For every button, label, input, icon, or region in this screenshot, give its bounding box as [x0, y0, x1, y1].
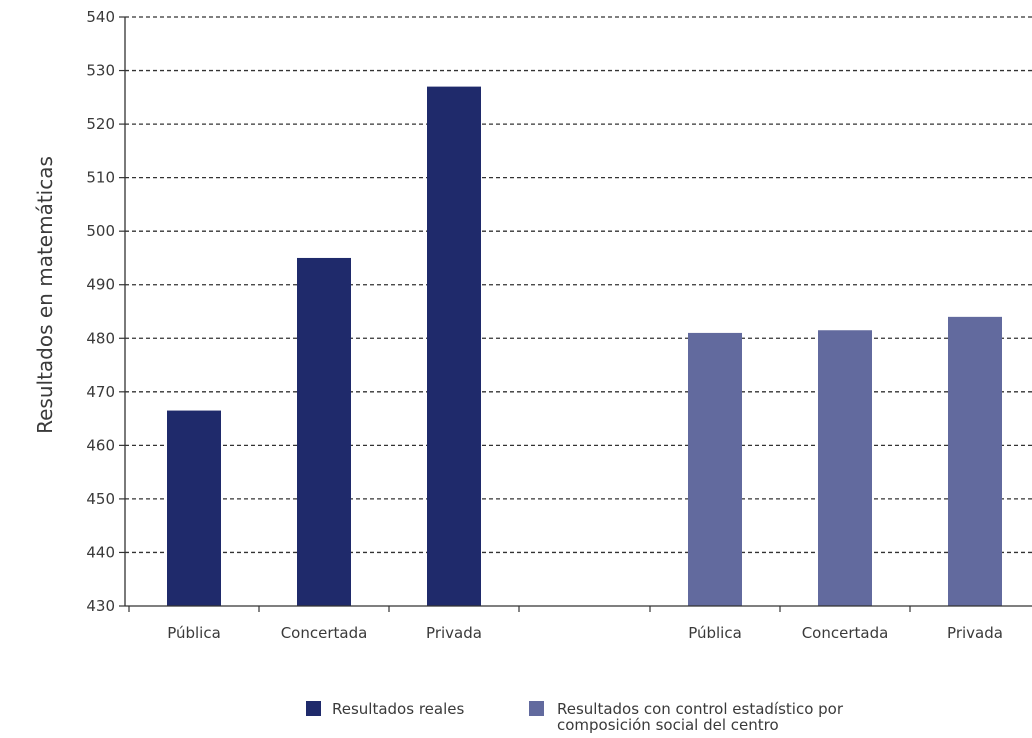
- y-tick-label: 520: [86, 115, 115, 133]
- bar-real-0: [167, 410, 221, 606]
- y-tick-label: 500: [86, 222, 115, 240]
- bar-controlled-0: [688, 332, 742, 606]
- y-tick-label: 460: [86, 436, 115, 454]
- axes: [119, 16, 1032, 612]
- x-category-label: Privada: [426, 624, 482, 642]
- legend-label: composición social del centro: [557, 716, 779, 734]
- y-tick-label: 480: [86, 329, 115, 347]
- y-tick-label: 530: [86, 62, 115, 80]
- bars: [167, 86, 1002, 607]
- y-tick-label: 490: [86, 276, 115, 294]
- x-category-label: Privada: [947, 624, 1003, 642]
- bar-real-1: [297, 257, 351, 606]
- axis-labels: 430 440 450 460 470 480 490 500 510 520 530 540 Públ…: [86, 8, 1003, 642]
- bar-real-2: [427, 86, 481, 607]
- x-category-label: Concertada: [281, 624, 368, 642]
- x-category-label: Concertada: [802, 624, 889, 642]
- x-category-label: Pública: [167, 624, 221, 642]
- y-axis-title: Resultados en matemáticas: [33, 156, 57, 434]
- legend: Resultados reales Resultados con control …: [306, 700, 844, 734]
- gridlines: [125, 16, 1032, 554]
- legend-swatch: [529, 701, 544, 716]
- x-category-label: Pública: [688, 624, 742, 642]
- y-tick-label: 510: [86, 169, 115, 187]
- y-tick-label: 540: [86, 8, 115, 26]
- bar-controlled-1: [818, 330, 872, 606]
- legend-label: Resultados con control estadístico por: [557, 700, 844, 718]
- y-tick-label: 430: [86, 597, 115, 615]
- y-tick-label: 470: [86, 383, 115, 401]
- y-tick-label: 440: [86, 543, 115, 561]
- y-tick-label: 450: [86, 490, 115, 508]
- legend-swatch: [306, 701, 321, 716]
- legend-label: Resultados reales: [332, 700, 464, 718]
- bar-controlled-2: [948, 316, 1002, 606]
